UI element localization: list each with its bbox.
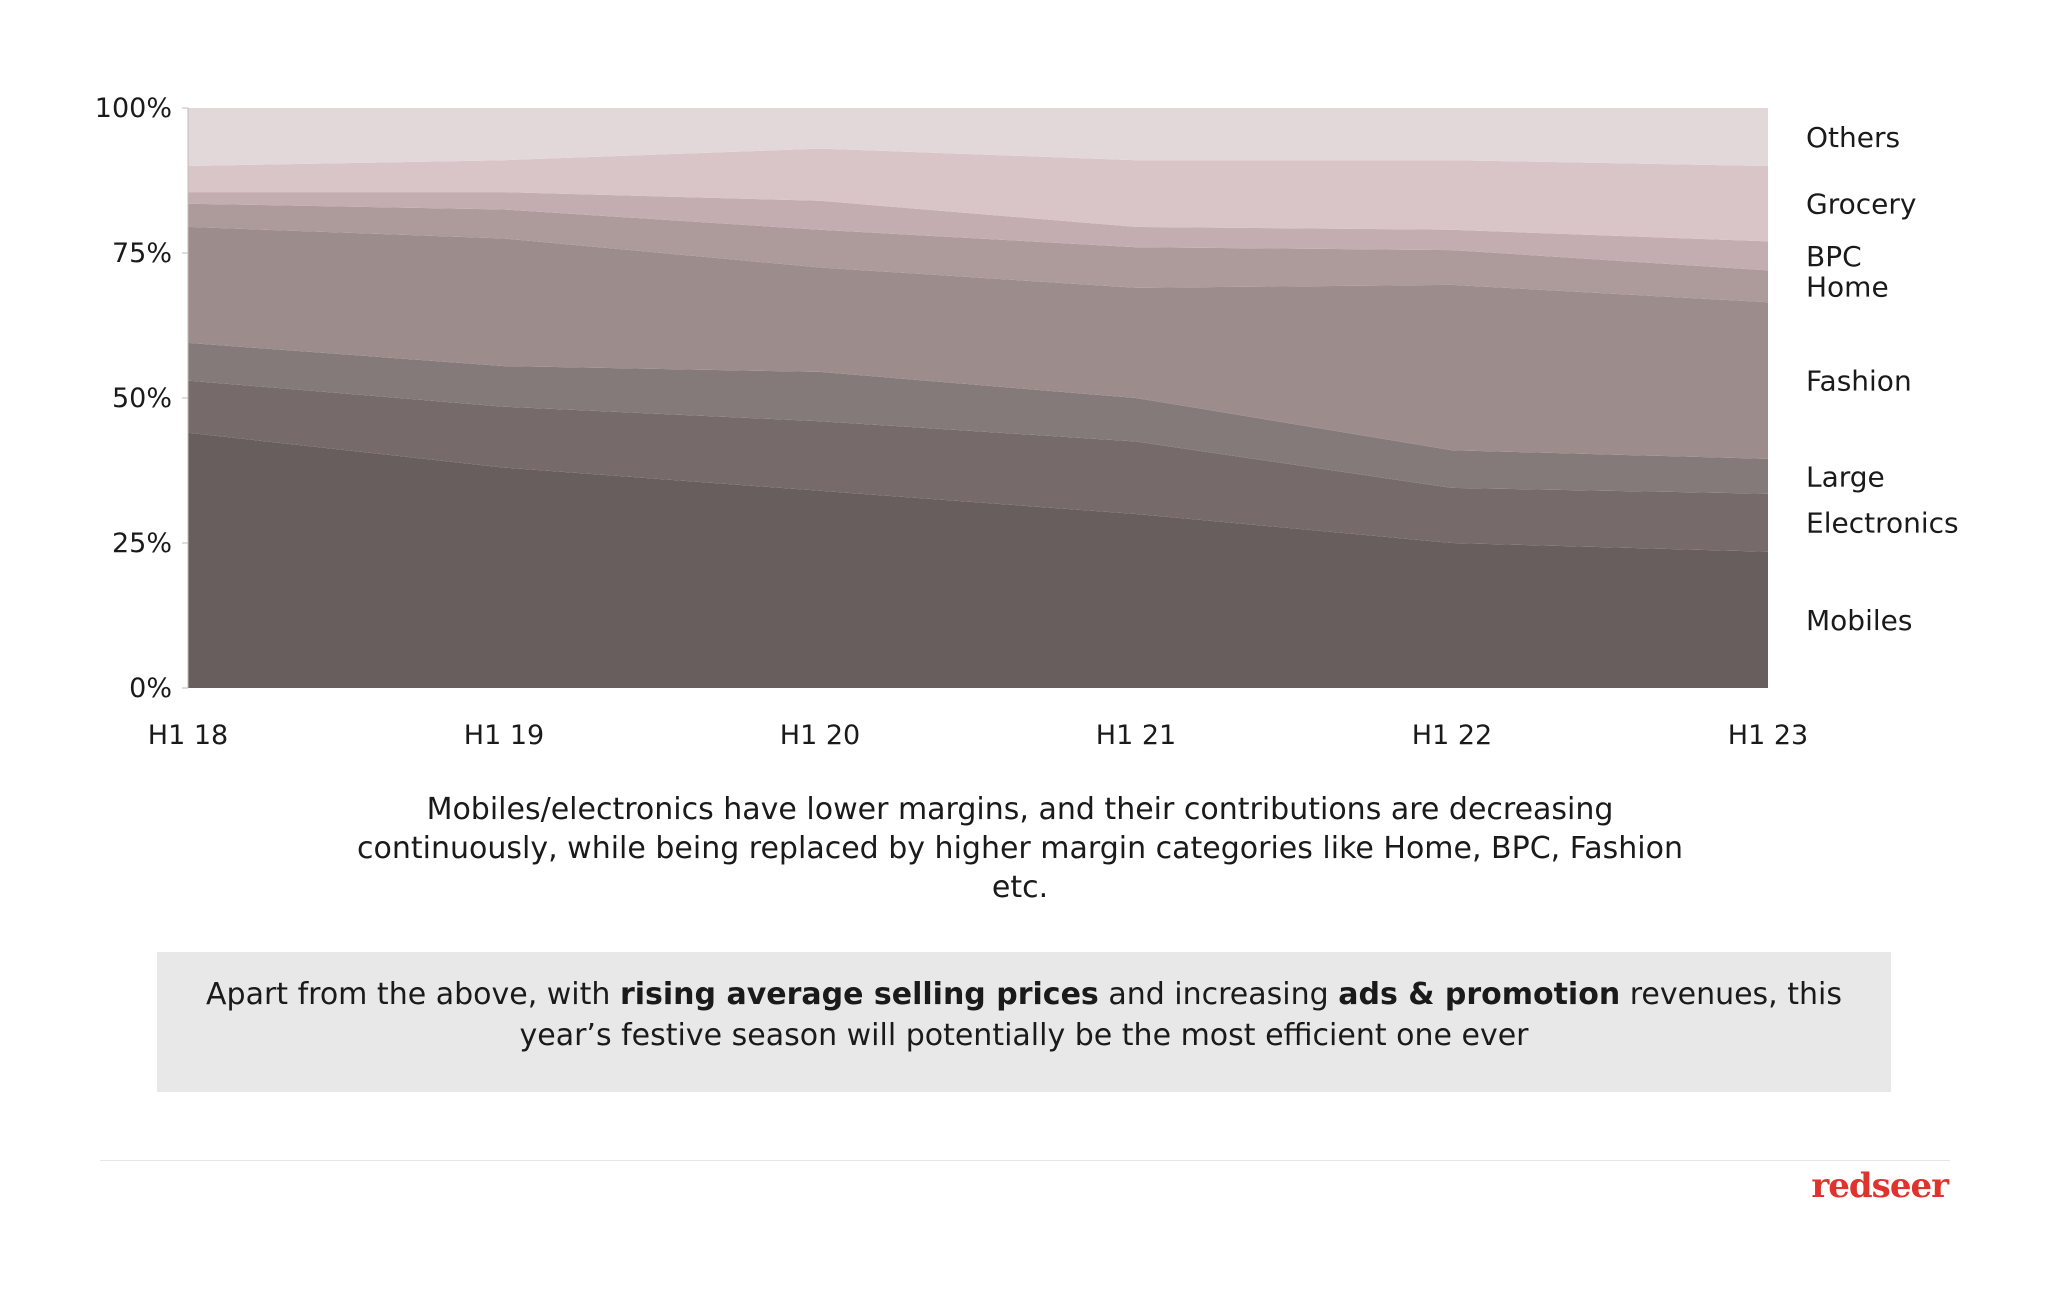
footer-divider <box>100 1160 1950 1161</box>
y-axis: 0% 25% 50% 75% 100% <box>95 93 189 704</box>
x-axis: H1 18 H1 19 H1 20 H1 21 H1 22 H1 23 <box>148 720 1808 751</box>
legend-label-grocery: Grocery <box>1806 188 1916 221</box>
area-large <box>188 342 1768 494</box>
area-grocery <box>188 148 1768 242</box>
stacked-area-chart: 0% 25% 50% 75% 100% H1 18 H1 19 H1 20 H1 21 H1 2… <box>95 93 1959 751</box>
area-mobiles <box>188 432 1768 688</box>
callout-bold-1: rising average selling prices <box>619 977 1099 1012</box>
y-tick-label: 0% <box>129 673 172 704</box>
x-tick-label: H1 18 <box>148 720 228 751</box>
legend-label-others: Others <box>1806 121 1900 154</box>
x-tick-label: H1 23 <box>1728 720 1808 751</box>
callout-text-1: Apart from the above, with <box>206 977 620 1012</box>
x-tick-label: H1 20 <box>780 720 860 751</box>
x-tick-label: H1 19 <box>464 720 544 751</box>
legend-label-home: Home <box>1806 270 1889 303</box>
legend-label-mobiles: Mobiles <box>1806 604 1912 637</box>
chart-areas <box>188 108 1768 688</box>
x-tick-label: H1 22 <box>1412 720 1492 751</box>
legend-label-fashion: Fashion <box>1806 365 1912 398</box>
area-bpc <box>188 192 1768 271</box>
legend-label-bpc: BPC <box>1806 240 1862 273</box>
area-home <box>188 203 1768 303</box>
y-tick-label: 75% <box>112 238 172 269</box>
redseer-logo: redseer <box>1811 1166 1949 1206</box>
callout-text-3: revenues, this year’s festive season wil… <box>519 977 1842 1053</box>
callout-text-2: and increasing <box>1098 977 1339 1012</box>
y-tick-label: 50% <box>112 383 172 414</box>
x-tick-label: H1 21 <box>1096 720 1176 751</box>
legend-label-large: Large <box>1806 460 1885 493</box>
callout-box: Apart from the above, with rising averag… <box>157 952 1891 1092</box>
chart-caption: Mobiles/electronics have lower margins, … <box>357 792 1683 905</box>
legend-label-electronics: Electronics <box>1806 507 1959 540</box>
y-tick-label: 25% <box>112 528 172 559</box>
callout-bold-2: ads & promotion <box>1338 977 1621 1012</box>
area-fashion <box>188 226 1768 459</box>
area-electronics <box>188 380 1768 552</box>
area-others <box>188 108 1768 166</box>
y-tick-label: 100% <box>95 93 172 124</box>
